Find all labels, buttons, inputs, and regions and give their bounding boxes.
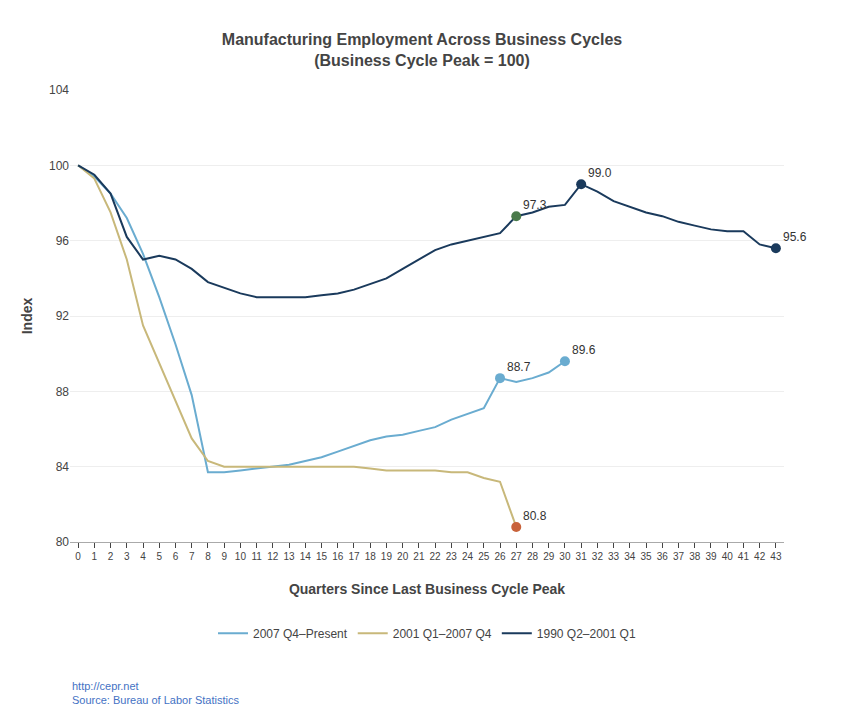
svg-text:80.8: 80.8 bbox=[523, 509, 547, 523]
svg-text:104: 104 bbox=[49, 83, 69, 97]
svg-text:5: 5 bbox=[156, 551, 162, 562]
svg-text:20: 20 bbox=[397, 551, 409, 562]
svg-text:Manufacturing Employment Acros: Manufacturing Employment Across Business… bbox=[222, 31, 623, 69]
svg-text:32: 32 bbox=[592, 551, 604, 562]
svg-text:19: 19 bbox=[381, 551, 393, 562]
svg-text:11: 11 bbox=[251, 551, 262, 562]
svg-text:84: 84 bbox=[56, 460, 70, 474]
svg-text:34: 34 bbox=[624, 551, 636, 562]
svg-text:3: 3 bbox=[124, 551, 130, 562]
svg-text:7: 7 bbox=[189, 551, 195, 562]
svg-text:96: 96 bbox=[56, 234, 70, 248]
svg-text:10: 10 bbox=[235, 551, 247, 562]
svg-text:14: 14 bbox=[300, 551, 312, 562]
svg-text:1990 Q2–2001 Q1: 1990 Q2–2001 Q1 bbox=[537, 627, 636, 641]
svg-text:95.6: 95.6 bbox=[783, 230, 807, 244]
svg-text:1: 1 bbox=[92, 551, 98, 562]
svg-text:97.3: 97.3 bbox=[523, 198, 547, 212]
svg-text:37: 37 bbox=[673, 551, 685, 562]
svg-text:9: 9 bbox=[221, 551, 227, 562]
svg-text:42: 42 bbox=[754, 551, 766, 562]
svg-text:41: 41 bbox=[738, 551, 750, 562]
svg-text:80: 80 bbox=[56, 535, 70, 549]
svg-text:88: 88 bbox=[56, 385, 70, 399]
svg-text:100: 100 bbox=[49, 159, 69, 173]
svg-text:http://cepr.netSource: Bureau: http://cepr.netSource: Bureau of Labor S… bbox=[72, 680, 239, 706]
svg-text:36: 36 bbox=[657, 551, 669, 562]
svg-text:26: 26 bbox=[494, 551, 506, 562]
svg-text:Index: Index bbox=[19, 298, 35, 335]
svg-text:0: 0 bbox=[75, 551, 81, 562]
svg-text:21: 21 bbox=[413, 551, 425, 562]
svg-text:8: 8 bbox=[205, 551, 211, 562]
svg-text:28: 28 bbox=[527, 551, 539, 562]
svg-text:12: 12 bbox=[267, 551, 279, 562]
svg-text:4: 4 bbox=[140, 551, 146, 562]
svg-text:92: 92 bbox=[56, 309, 70, 323]
svg-text:25: 25 bbox=[478, 551, 490, 562]
svg-text:23: 23 bbox=[446, 551, 458, 562]
svg-text:30: 30 bbox=[559, 551, 571, 562]
svg-text:2001 Q1–2007 Q4: 2001 Q1–2007 Q4 bbox=[393, 627, 492, 641]
svg-text:2: 2 bbox=[108, 551, 114, 562]
svg-text:22: 22 bbox=[430, 551, 442, 562]
svg-text:43: 43 bbox=[770, 551, 782, 562]
svg-text:13: 13 bbox=[284, 551, 296, 562]
svg-text:17: 17 bbox=[348, 551, 360, 562]
svg-text:35: 35 bbox=[641, 551, 653, 562]
svg-text:Quarters Since Last Business C: Quarters Since Last Business Cycle Peak bbox=[289, 581, 565, 597]
svg-text:27: 27 bbox=[511, 551, 523, 562]
svg-text:2007 Q4–Present: 2007 Q4–Present bbox=[253, 627, 348, 641]
svg-text:40: 40 bbox=[722, 551, 734, 562]
svg-text:89.6: 89.6 bbox=[572, 343, 596, 357]
svg-text:24: 24 bbox=[462, 551, 474, 562]
svg-text:38: 38 bbox=[689, 551, 701, 562]
svg-text:99.0: 99.0 bbox=[588, 166, 612, 180]
svg-text:6: 6 bbox=[173, 551, 179, 562]
svg-text:29: 29 bbox=[543, 551, 555, 562]
svg-text:39: 39 bbox=[705, 551, 717, 562]
svg-text:33: 33 bbox=[608, 551, 620, 562]
svg-text:88.7: 88.7 bbox=[507, 360, 531, 374]
svg-text:15: 15 bbox=[316, 551, 328, 562]
svg-text:16: 16 bbox=[332, 551, 344, 562]
svg-text:18: 18 bbox=[365, 551, 377, 562]
svg-text:31: 31 bbox=[576, 551, 588, 562]
